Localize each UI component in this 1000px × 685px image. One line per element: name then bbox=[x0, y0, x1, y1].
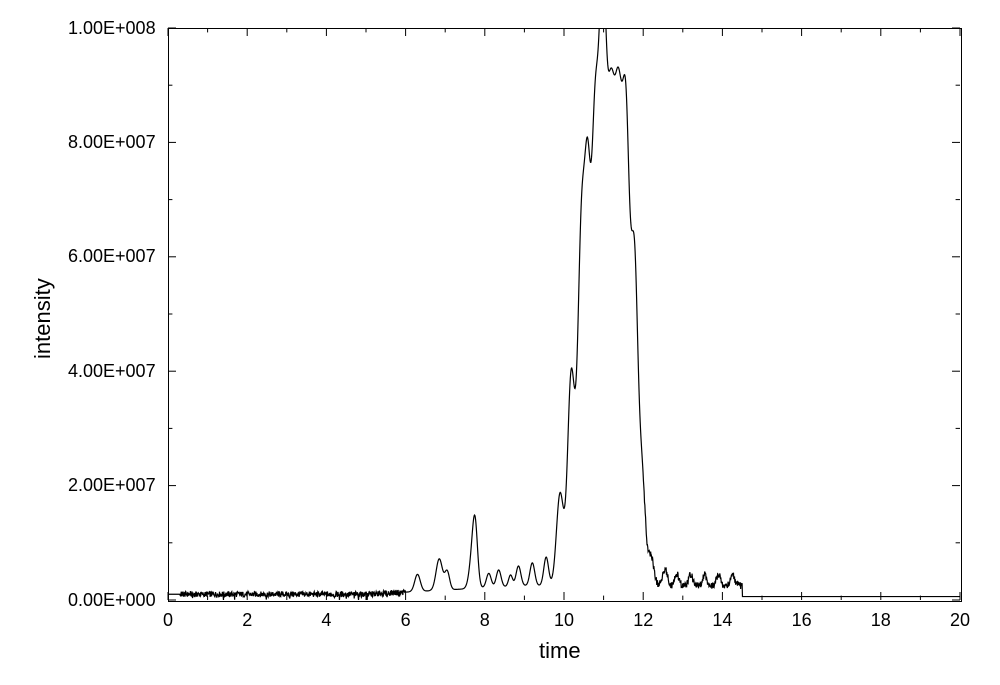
tick-label: 14 bbox=[712, 610, 732, 631]
tick-label: 4.00E+007 bbox=[68, 361, 156, 382]
chromatogram-chart: intensity time 0 2 4 6 8 10 12 14 16 18 20 0.00E+00… bbox=[0, 0, 1000, 685]
tick-label: 20 bbox=[950, 610, 970, 631]
tick-label: 6.00E+007 bbox=[68, 246, 156, 267]
tick-label: 2.00E+007 bbox=[68, 475, 156, 496]
tick-label: 2 bbox=[242, 610, 252, 631]
tick-label: 8 bbox=[480, 610, 490, 631]
tick-label: 12 bbox=[633, 610, 653, 631]
tick-label: 1.00E+008 bbox=[68, 18, 156, 39]
tick-label: 4 bbox=[321, 610, 331, 631]
chromatogram-trace bbox=[168, 0, 960, 600]
tick-label: 18 bbox=[871, 610, 891, 631]
tick-label: 8.00E+007 bbox=[68, 132, 156, 153]
tick-label: 0 bbox=[163, 610, 173, 631]
tick-label: 10 bbox=[554, 610, 574, 631]
tick-label: 6 bbox=[401, 610, 411, 631]
y-axis-label: intensity bbox=[30, 278, 56, 359]
data-layer bbox=[0, 0, 1000, 685]
tick-label: 16 bbox=[792, 610, 812, 631]
tick-label: 0.00E+000 bbox=[68, 590, 156, 611]
x-axis-label: time bbox=[539, 638, 581, 664]
